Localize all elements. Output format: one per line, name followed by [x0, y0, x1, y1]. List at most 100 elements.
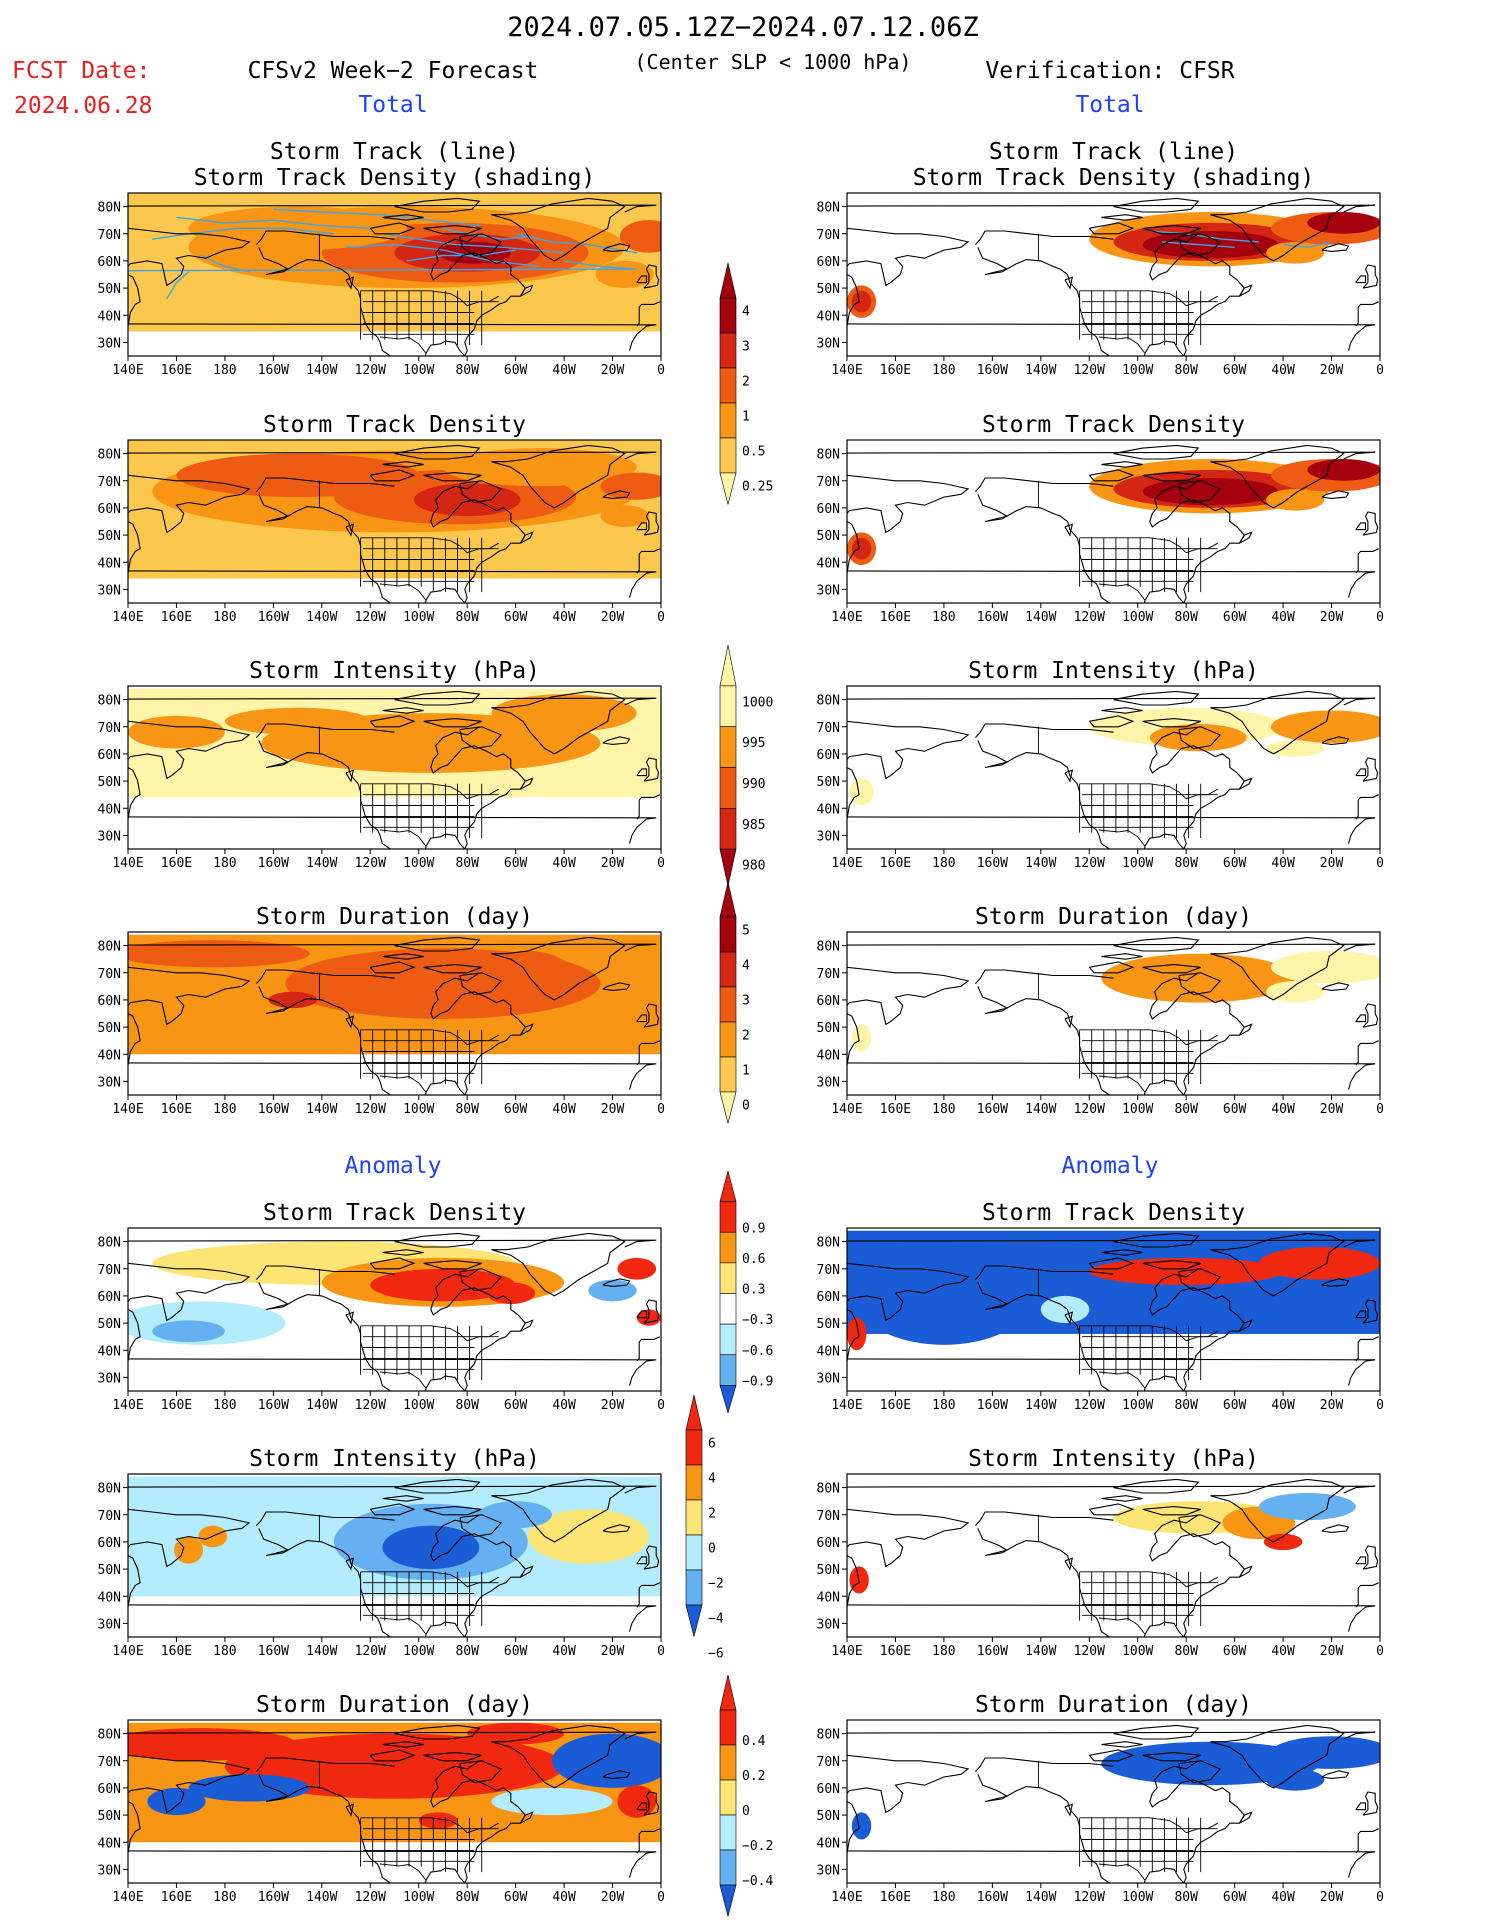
- lon-tick-label: 160W: [977, 610, 1008, 625]
- colorbar-label: 2: [742, 375, 750, 390]
- panel-title: Storm Track Density: [263, 1200, 526, 1226]
- shade-region: [152, 1320, 225, 1343]
- lat-tick-label: 60N: [817, 1290, 840, 1305]
- panel-title: Storm Duration (day): [975, 1692, 1252, 1718]
- axis-ticks: 140E 160E 180 160W 140W 120W 100W 80W 60W 40W 20W 0…: [817, 448, 1384, 625]
- lat-tick-label: 30N: [98, 1075, 121, 1090]
- colorbar-swatch: [719, 1814, 737, 1851]
- shade-region: [1270, 951, 1380, 984]
- lat-tick-label: 80N: [98, 694, 121, 709]
- lon-tick-label: 140W: [1025, 856, 1056, 871]
- colorbar-swatch: [685, 1429, 703, 1466]
- shade-region: [479, 1501, 552, 1529]
- lon-tick-label: 100W: [403, 363, 434, 378]
- lon-tick-label: 100W: [1122, 1644, 1153, 1659]
- axis-ticks: 140E 160E 180 160W 140W 120W 100W 80W 60W 40W 20W 0…: [98, 694, 665, 871]
- colorbar-label: 980: [742, 859, 765, 874]
- shade-region: [1270, 710, 1380, 744]
- colorbar-label: 3: [742, 994, 750, 1009]
- colorbar-swatch: [719, 951, 737, 988]
- lat-tick-label: 30N: [817, 336, 840, 351]
- lat-tick-label: 30N: [817, 829, 840, 844]
- lat-tick-label: 80N: [817, 1482, 840, 1497]
- lat-tick-label: 80N: [98, 448, 121, 463]
- lon-tick-label: 20W: [601, 363, 625, 378]
- lat-tick-label: 50N: [98, 1021, 121, 1036]
- lon-tick-label: 140E: [112, 1890, 143, 1905]
- lon-tick-label: 0: [1376, 1102, 1384, 1117]
- lon-tick-label: 20W: [1320, 363, 1344, 378]
- lon-tick-label: 120W: [355, 610, 386, 625]
- lat-tick-label: 70N: [98, 475, 121, 490]
- shade-region: [617, 1785, 657, 1818]
- lon-tick-label: 0: [657, 363, 665, 378]
- colorbar-label: −0.9: [742, 1374, 773, 1389]
- colorbar-label: −6: [708, 1647, 724, 1662]
- lon-tick-label: 180: [932, 610, 955, 625]
- lat-tick-label: 50N: [817, 775, 840, 790]
- political-boundary: [318, 1760, 499, 1881]
- lon-tick-label: 40W: [1271, 363, 1295, 378]
- shade-region: [176, 453, 419, 498]
- storm-track-line: [176, 216, 371, 229]
- coastline: [847, 1724, 1380, 1883]
- lat-tick-label: 40N: [817, 1344, 840, 1359]
- lon-tick-label: 100W: [1122, 363, 1153, 378]
- lon-tick-label: 180: [932, 1890, 955, 1905]
- fcst-date-label: FCST Date:: [12, 58, 150, 84]
- lon-tick-label: 120W: [355, 363, 386, 378]
- lon-tick-label: 80W: [455, 1398, 479, 1413]
- panel-title: Storm Duration (day): [256, 1692, 533, 1718]
- map-frame: [127, 1227, 662, 1392]
- map-panel-fcst-anom-density: Storm Track Density 140E 160E 180 160W 140W 12…: [98, 1200, 665, 1413]
- colorbar-label: 1000: [742, 695, 773, 710]
- shade-region: [486, 1282, 536, 1305]
- lat-tick-label: 50N: [817, 1563, 840, 1578]
- lat-tick-label: 80N: [817, 1236, 840, 1251]
- lon-tick-label: 120W: [1074, 1890, 1105, 1905]
- colorbar-label: 5: [742, 924, 750, 939]
- shade-region: [1266, 488, 1325, 511]
- shade-region: [851, 537, 872, 560]
- lon-tick-label: 0: [657, 1890, 665, 1905]
- lon-tick-label: 100W: [1122, 1398, 1153, 1413]
- coastline: [847, 690, 1380, 849]
- lon-tick-label: 140E: [831, 1890, 862, 1905]
- colorbar-label: 995: [742, 736, 765, 751]
- lon-tick-label: 0: [657, 610, 665, 625]
- lon-tick-label: 160W: [258, 363, 289, 378]
- shade-region: [849, 778, 874, 806]
- map-panel-fcst-density: Storm Track Density 140E 160E 180 160W 140W 12…: [98, 412, 665, 625]
- lat-tick-label: 70N: [98, 967, 121, 982]
- panel-title: Storm Track Density: [982, 412, 1245, 438]
- colorbar-swatch: [719, 332, 737, 369]
- lon-tick-label: 120W: [1074, 610, 1105, 625]
- lat-tick-label: 70N: [817, 228, 840, 243]
- lon-tick-label: 100W: [403, 610, 434, 625]
- lon-tick-label: 140W: [1025, 1890, 1056, 1905]
- lat-tick-label: 30N: [98, 336, 121, 351]
- lat-tick-label: 80N: [98, 201, 121, 216]
- colorbar-swatch: [719, 402, 737, 439]
- lat-tick-label: 60N: [98, 1290, 121, 1305]
- lon-tick-label: 160E: [880, 1644, 911, 1659]
- panel-subtitle: Storm Track Density (shading): [194, 165, 596, 191]
- shade-region: [859, 1257, 1029, 1345]
- map-panel-cfsr-anom-intensity: Storm Intensity (hPa) 140E 160E 180 160W 140W…: [817, 1446, 1384, 1659]
- lon-tick-label: 140E: [831, 1398, 862, 1413]
- colorbar-anom-intensity: 6 4 2 0 −2 −4 −6: [685, 1394, 724, 1662]
- lon-tick-label: 160W: [977, 363, 1008, 378]
- lat-tick-label: 50N: [817, 1021, 840, 1036]
- lon-tick-label: 80W: [455, 610, 479, 625]
- map-frame: [846, 439, 1381, 604]
- lon-tick-label: 80W: [1174, 856, 1198, 871]
- lat-tick-label: 60N: [98, 1536, 121, 1551]
- colorbar-swatch: [685, 1534, 703, 1571]
- colorbar-swatch: [719, 1262, 737, 1294]
- colorbar-duration: 5 4 3 2 1 0: [719, 881, 750, 1124]
- shade-region: [491, 694, 637, 733]
- axis-ticks: 140E 160E 180 160W 140W 120W 100W 80W 60W 40W 20W 0…: [98, 1482, 665, 1659]
- lon-tick-label: 180: [213, 856, 236, 871]
- colorbar-swatch: [719, 1323, 737, 1356]
- lon-tick-label: 80W: [455, 856, 479, 871]
